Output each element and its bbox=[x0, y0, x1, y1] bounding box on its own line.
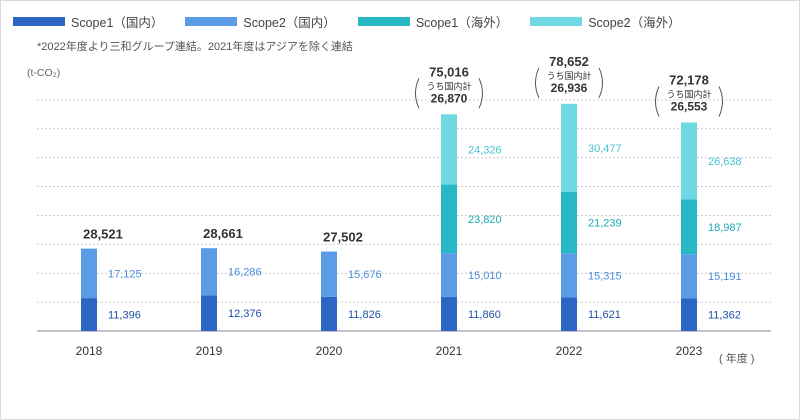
data-label: 18,987 bbox=[708, 222, 742, 234]
bar-segment bbox=[81, 248, 97, 299]
paren-right bbox=[598, 67, 603, 98]
bar-segment bbox=[321, 251, 337, 297]
chart-note: *2022年度より三和グループ連結。2021年度はアジアを除く連結 bbox=[37, 41, 353, 53]
x-tick-label: 2023 bbox=[676, 344, 703, 358]
data-label: 15,191 bbox=[708, 271, 742, 283]
domestic-subtitle: うち国内計 bbox=[546, 70, 591, 81]
paren-right bbox=[718, 86, 723, 117]
data-label: 11,826 bbox=[348, 309, 381, 321]
legend-item-scope1-overseas: Scope1（海外） bbox=[357, 12, 509, 31]
data-label: 15,315 bbox=[588, 270, 622, 282]
legend-label-scope2-overseas: Scope2（海外） bbox=[588, 16, 681, 30]
data-label: 30,477 bbox=[588, 143, 622, 155]
legend-item-scope2-overseas: Scope2（海外） bbox=[530, 12, 681, 31]
bar-segment bbox=[321, 296, 337, 331]
x-tick-label: 2019 bbox=[196, 344, 223, 358]
data-label: 11,396 bbox=[108, 310, 141, 322]
domestic-total-label: 26,936 bbox=[551, 81, 588, 95]
data-label: 12,376 bbox=[228, 308, 262, 320]
legend-item-scope2-domestic: Scope2（国内） bbox=[185, 12, 336, 31]
x-tick-label: 2018 bbox=[76, 344, 103, 358]
bar-segment bbox=[561, 297, 577, 331]
bar-segment bbox=[681, 254, 697, 299]
data-label: 24,326 bbox=[468, 144, 502, 156]
data-label: 15,010 bbox=[468, 270, 502, 282]
bar-segment bbox=[681, 298, 697, 331]
total-label: 28,661 bbox=[203, 226, 243, 241]
total-label: 78,652 bbox=[549, 54, 589, 69]
legend: Scope1（国内） Scope2（国内） Scope1（海外） Scope2（… bbox=[13, 12, 703, 31]
legend-swatch-scope1-domestic bbox=[13, 17, 65, 26]
legend-swatch-scope2-domestic bbox=[185, 17, 238, 26]
bar-segment bbox=[441, 253, 457, 297]
data-label: 15,676 bbox=[348, 269, 382, 281]
legend-label-scope2-domestic: Scope2（国内） bbox=[243, 16, 336, 30]
domestic-total-label: 26,553 bbox=[671, 99, 708, 113]
x-axis-unit-label: ( 年度 ) bbox=[719, 353, 755, 365]
bar-segment bbox=[441, 114, 457, 185]
x-tick-label: 2022 bbox=[556, 344, 583, 358]
total-label: 72,178 bbox=[669, 72, 709, 87]
data-label: 17,125 bbox=[108, 268, 142, 280]
legend-swatch-scope2-overseas bbox=[530, 17, 583, 26]
bar-segment bbox=[441, 184, 457, 254]
total-label: 27,502 bbox=[323, 230, 363, 245]
bar-segment bbox=[201, 295, 217, 331]
domestic-subtitle: うち国内計 bbox=[666, 88, 711, 99]
data-label: 21,239 bbox=[588, 218, 622, 230]
bar-segment bbox=[81, 298, 97, 331]
legend-swatch-scope1-overseas bbox=[357, 17, 410, 26]
bar-segment bbox=[201, 248, 217, 296]
bar-segment bbox=[441, 296, 457, 331]
bar-segment bbox=[561, 103, 577, 192]
data-label: 23,820 bbox=[468, 214, 502, 226]
unit-label: (t-CO₂) bbox=[27, 67, 61, 79]
data-label: 11,362 bbox=[708, 310, 741, 322]
paren-right bbox=[478, 78, 483, 109]
paren-left bbox=[535, 67, 540, 98]
legend-label-scope1-domestic: Scope1（国内） bbox=[71, 16, 164, 30]
total-label: 75,016 bbox=[429, 64, 469, 79]
legend-item-scope1-domestic: Scope1（国内） bbox=[13, 12, 163, 31]
x-tick-label: 2021 bbox=[436, 344, 463, 358]
x-tick-label: 2020 bbox=[316, 344, 343, 358]
paren-left bbox=[655, 86, 660, 117]
data-label: 16,286 bbox=[228, 267, 262, 279]
data-label: 11,860 bbox=[468, 309, 501, 321]
total-label: 28,521 bbox=[83, 227, 123, 242]
bar-segment bbox=[681, 199, 697, 255]
domestic-subtitle: うち国内計 bbox=[426, 80, 471, 91]
bar-segment bbox=[561, 253, 577, 298]
bar-segment bbox=[561, 191, 577, 254]
legend-label-scope1-overseas: Scope1（海外） bbox=[415, 16, 509, 30]
paren-left bbox=[415, 78, 420, 109]
bar-segment bbox=[681, 122, 697, 200]
data-label: 26,638 bbox=[708, 156, 742, 168]
data-label: 11,621 bbox=[588, 309, 621, 321]
domestic-total-label: 26,870 bbox=[431, 91, 468, 105]
